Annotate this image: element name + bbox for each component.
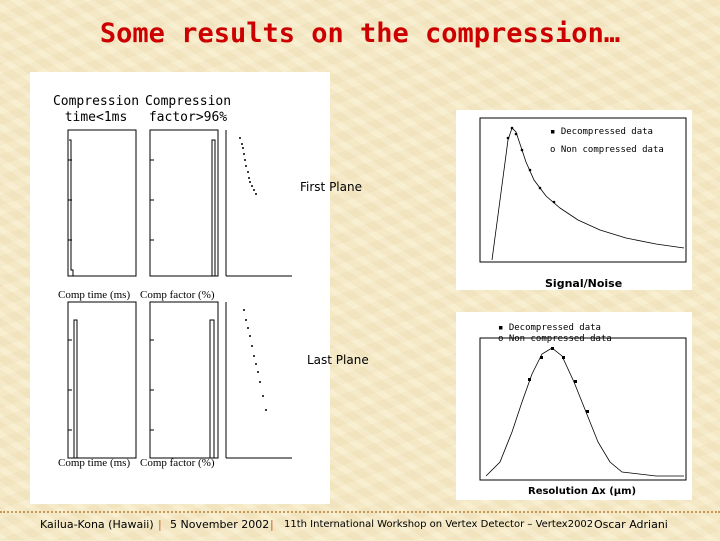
resolution-plot: [479, 337, 687, 481]
label-compression-factor: Compression factor>96%: [144, 94, 232, 125]
legend-last-noncompressed: o Non compressed data: [498, 334, 612, 344]
resolution-panel: [456, 312, 692, 500]
footer-workshop: 11th International Workshop on Vertex De…: [284, 519, 594, 530]
label-last-plane: Last Plane: [307, 353, 369, 367]
footer-sep-2: |: [270, 518, 274, 531]
hist-upper-factor: [149, 129, 219, 277]
signal-noise-plot: [479, 117, 687, 263]
legend-first-noncomp-text: Non compressed data: [560, 145, 664, 155]
legend-last-decompressed: ▪ Decompressed data: [498, 323, 601, 333]
signal-noise-panel: [456, 110, 692, 290]
legend-first-decomp-text: Decompressed data: [560, 127, 653, 137]
footer-location: Kailua-Kona (Hawaii): [40, 518, 154, 531]
hist-lower-factor-xlabel: Comp factor (%): [140, 457, 215, 469]
legend-first-noncompressed: o Non compressed data: [550, 145, 664, 155]
label-first-plane: First Plane: [300, 180, 362, 194]
histogram-grid: [67, 129, 292, 459]
footer-divider: [0, 511, 720, 541]
footer-date: 5 November 2002: [170, 518, 270, 531]
hist-lower-factor: [149, 301, 219, 459]
footer-sep-1: |: [158, 518, 162, 531]
legend-last-decomp-text: Decompressed data: [508, 323, 601, 333]
hist-lower-time: [67, 301, 137, 459]
label-compression-time: Compression time<1ms: [52, 94, 140, 125]
scatter-upper: [225, 130, 292, 277]
hist-upper-factor-xlabel: Comp factor (%): [140, 289, 215, 301]
left-histogram-panel: [30, 72, 330, 504]
xlabel-signal-noise: Signal/Noise: [545, 277, 623, 290]
slide-title: Some results on the compression…: [99, 18, 621, 49]
hist-lower-time-xlabel: Comp time (ms): [58, 457, 131, 469]
scatter-lower: [225, 302, 292, 459]
legend-last-noncomp-text: Non compressed data: [508, 334, 612, 344]
xlabel-resolution: Resolution Δx (μm): [528, 486, 637, 497]
hist-upper-time: [67, 129, 137, 277]
footer-author: Oscar Adriani: [594, 518, 668, 531]
hist-upper-time-xlabel: Comp time (ms): [58, 289, 131, 301]
legend-first-decompressed: ▪ Decompressed data: [550, 127, 653, 137]
